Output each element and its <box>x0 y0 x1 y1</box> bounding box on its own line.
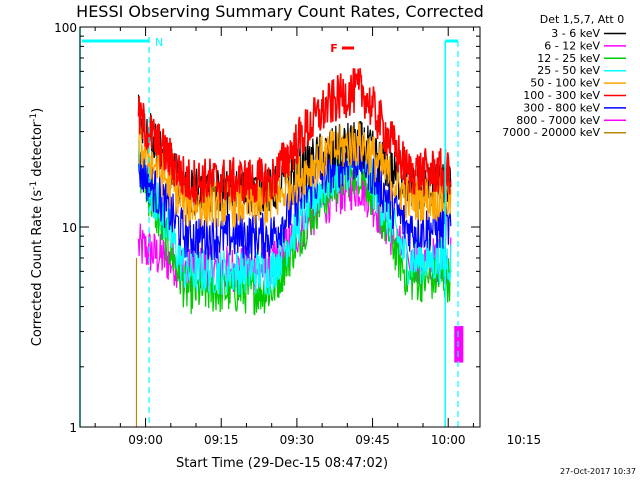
annotation-f-label: F <box>330 42 338 55</box>
series-line <box>137 140 452 296</box>
legend-entry-label: 6 - 12 keV <box>544 39 600 52</box>
y-label-sup1: -1 <box>29 181 39 190</box>
data-layer <box>135 68 464 427</box>
chart-title: HESSI Observing Summary Count Rates, Cor… <box>76 2 484 21</box>
y-label-mid: detector <box>30 121 45 181</box>
x-tick-label: 10:15 <box>507 433 542 447</box>
y-label-main: Corrected Count Rate (s <box>30 190 45 347</box>
y-tick-label: 10 <box>62 221 77 235</box>
y-tick-label: 100 <box>54 21 77 35</box>
x-tick-label: 09:30 <box>280 433 315 447</box>
y-axis-label: Corrected Count Rate (s-1 detector-1) <box>29 108 45 346</box>
y-axis-ticks: 1 10 100 <box>54 21 480 435</box>
legend-entry-label: 800 - 7000 keV <box>516 114 600 127</box>
legend-entry-label: 7000 - 20000 keV <box>502 126 600 139</box>
y-label-end: ) <box>30 108 45 113</box>
series-line <box>137 121 452 228</box>
x-tick-label: 10:00 <box>431 433 466 447</box>
annotation-n-label: N <box>155 36 163 49</box>
legend-entry-label: 50 - 100 keV <box>530 77 600 90</box>
legend-entry-label: 100 - 300 keV <box>523 89 600 102</box>
legend-entry-label: 12 - 25 keV <box>537 52 600 65</box>
series-5 <box>137 68 452 205</box>
series-4 <box>137 121 452 228</box>
legend-title: Det 1,5,7, Att 0 <box>540 13 624 26</box>
legend-entry-label: 25 - 50 keV <box>537 64 600 77</box>
x-axis-ticks: 09:00 09:15 09:30 09:45 10:00 10:15 <box>94 27 542 447</box>
series-6 <box>137 135 452 261</box>
timestamp: 27-Oct-2017 10:37 <box>560 467 636 476</box>
x-tick-label: 09:45 <box>355 433 390 447</box>
series-line <box>137 135 452 261</box>
x-tick-label: 09:00 <box>128 433 163 447</box>
y-label-sup2: -1 <box>29 113 39 122</box>
x-tick-label: 09:15 <box>204 433 239 447</box>
legend-entry-label: 3 - 6 keV <box>551 27 600 40</box>
y-tick-label: 1 <box>69 421 77 435</box>
series-3 <box>137 140 452 296</box>
x-axis-label: Start Time (29-Dec-15 08:47:02) <box>176 456 388 471</box>
series-line <box>137 68 452 205</box>
magenta-tail-block <box>454 325 464 363</box>
legend-entry-label: 300 - 800 keV <box>523 101 600 114</box>
